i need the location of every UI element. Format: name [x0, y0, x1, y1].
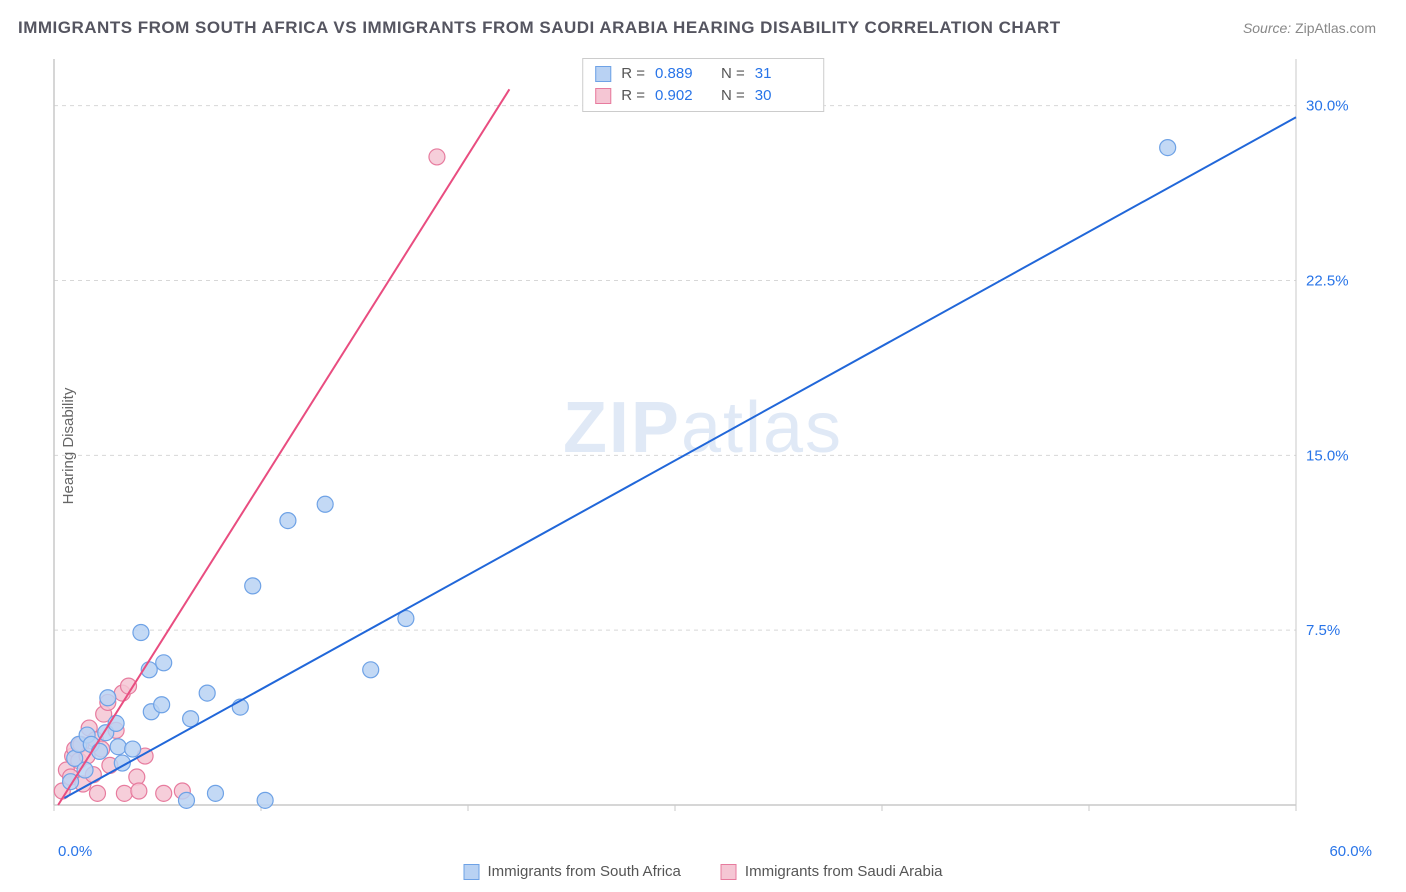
svg-text:7.5%: 7.5% — [1306, 622, 1340, 639]
x-axis-min-label: 0.0% — [58, 843, 92, 860]
legend-item: Immigrants from Saudi Arabia — [721, 863, 943, 880]
legend-swatch-icon — [595, 66, 611, 82]
correlation-legend: R = 0.889 N = 31 R = 0.902 N = 30 — [582, 58, 824, 112]
x-axis-max-label: 60.0% — [1329, 843, 1372, 860]
svg-text:30.0%: 30.0% — [1306, 98, 1349, 115]
legend-row: R = 0.902 N = 30 — [595, 85, 811, 107]
legend-key: N = — [721, 63, 745, 85]
legend-swatch-icon — [595, 88, 611, 104]
legend-n-value: 31 — [755, 63, 811, 85]
legend-r-value: 0.902 — [655, 85, 711, 107]
legend-row: R = 0.889 N = 31 — [595, 63, 811, 85]
legend-key: N = — [721, 85, 745, 107]
legend-swatch-icon — [721, 864, 737, 880]
legend-item: Immigrants from South Africa — [464, 863, 681, 880]
legend-series-label: Immigrants from Saudi Arabia — [745, 863, 943, 880]
source-value: ZipAtlas.com — [1295, 20, 1376, 36]
chart-area: 7.5% 15.0% 22.5% 30.0% — [50, 55, 1366, 833]
series-legend: Immigrants from South Africa Immigrants … — [464, 863, 943, 880]
source-attribution: Source: ZipAtlas.com — [1243, 20, 1376, 36]
legend-key: R = — [621, 63, 645, 85]
legend-r-value: 0.889 — [655, 63, 711, 85]
svg-text:15.0%: 15.0% — [1306, 447, 1349, 464]
legend-n-value: 30 — [755, 85, 811, 107]
legend-swatch-icon — [464, 864, 480, 880]
legend-key: R = — [621, 85, 645, 107]
chart-title: IMMIGRANTS FROM SOUTH AFRICA VS IMMIGRAN… — [18, 18, 1061, 38]
source-label: Source: — [1243, 20, 1291, 36]
chart-svg: 7.5% 15.0% 22.5% 30.0% — [50, 55, 1366, 833]
svg-text:22.5%: 22.5% — [1306, 272, 1349, 289]
legend-series-label: Immigrants from South Africa — [488, 863, 681, 880]
